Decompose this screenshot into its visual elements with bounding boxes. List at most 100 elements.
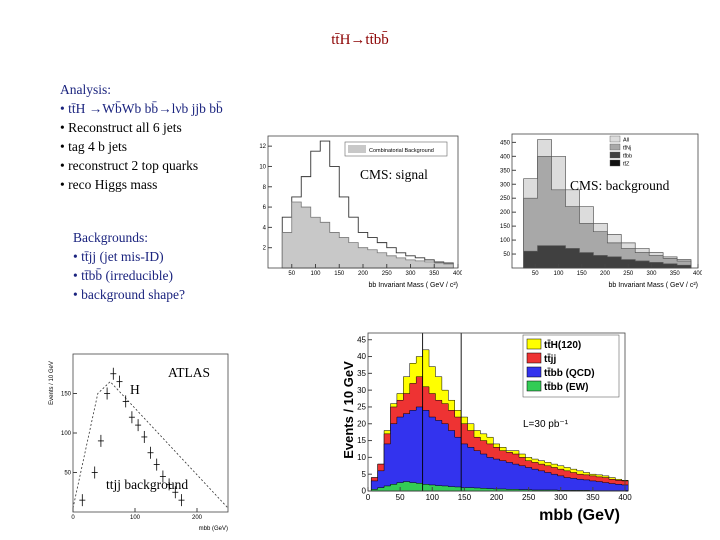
cms-signal-label: CMS: signal bbox=[360, 167, 428, 182]
analysis-item: • reconstruct 2 top quarks bbox=[60, 158, 199, 173]
legend-label: tt̄Z bbox=[623, 161, 630, 168]
x-tick-label: 200 bbox=[490, 493, 504, 502]
ttjj-background-label: ttjj background bbox=[106, 477, 189, 492]
y-tick-label: 150 bbox=[61, 392, 72, 398]
y-tick-label: 5 bbox=[362, 470, 367, 479]
x-tick-label: 100 bbox=[130, 515, 141, 521]
legend-swatch bbox=[609, 159, 621, 167]
atlas-ttjj-chart: 0 100 200 50 100 150 Events / 10 GeV mbb (GeV) bbox=[49, 353, 229, 532]
y-tick-label: 30 bbox=[357, 386, 366, 395]
legend-label: tt̄bb (EW) bbox=[544, 381, 588, 393]
backgrounds-item: • tt̄bb̄ (irreducible) bbox=[73, 268, 173, 283]
legend-label: tt̄bb bbox=[623, 153, 632, 160]
y-tick-label: 40 bbox=[357, 352, 366, 361]
cms-background-label: CMS: background bbox=[570, 178, 670, 193]
analysis-item: • reco Higgs mass bbox=[60, 177, 158, 192]
y-tick-label: 200 bbox=[500, 210, 511, 216]
x-tick-label: 50 bbox=[396, 493, 405, 502]
legend-swatch bbox=[526, 380, 542, 392]
x-tick-label: 200 bbox=[192, 515, 203, 521]
legend-label: tt̄Nj bbox=[623, 145, 631, 152]
luminosity-annotation: L=30 pb⁻¹ bbox=[523, 419, 569, 430]
y-tick-label: 50 bbox=[503, 252, 510, 258]
atlas-mbb-chart: 0 50 100 150 200 250 300 350 400 0 5 10 15 20 25 30 35 40… bbox=[341, 332, 632, 524]
legend-swatch bbox=[526, 338, 542, 350]
x-tick-label: 200 bbox=[600, 271, 611, 277]
x-tick-label: 400 bbox=[693, 271, 702, 277]
x-tick-label: 100 bbox=[426, 493, 440, 502]
analysis-block: Analysis: • tt̄H →Wb̄Wb bb̄→lνb jjb bb̄ … bbox=[60, 80, 223, 194]
x-tick-label: 350 bbox=[429, 271, 440, 277]
x-tick-label: 300 bbox=[405, 271, 416, 277]
y-tick-label: 10 bbox=[357, 453, 366, 462]
y-tick-label: 300 bbox=[500, 182, 511, 188]
cms-background-chart: 50 100 150 200 250 300 350 400 50 100 150 200 250 300… bbox=[500, 133, 702, 289]
higgs-label: H bbox=[130, 382, 140, 397]
y-tick-label: 4 bbox=[263, 225, 267, 231]
legend-label: tt̄H(120) bbox=[544, 339, 581, 351]
ttbb-qcd-area bbox=[370, 406, 629, 492]
x-tick-label: 0 bbox=[71, 515, 75, 521]
y-tick-label: 50 bbox=[64, 471, 71, 477]
y-tick-label: 15 bbox=[357, 436, 366, 445]
y-tick-label: 45 bbox=[357, 335, 366, 344]
fit-curve bbox=[72, 381, 229, 509]
y-tick-label: 6 bbox=[263, 205, 267, 211]
legend-swatch bbox=[609, 151, 621, 159]
x-tick-label: 350 bbox=[586, 493, 600, 502]
y-tick-label: 8 bbox=[263, 185, 267, 191]
y-tick-label: 20 bbox=[357, 419, 366, 428]
x-tick-label: 50 bbox=[288, 271, 295, 277]
x-tick-label: 0 bbox=[366, 493, 371, 502]
y-axis-label: Events / 10 GeV bbox=[341, 361, 356, 459]
y-tick-label: 2 bbox=[263, 246, 267, 252]
backgrounds-heading: Backgrounds: bbox=[73, 230, 148, 245]
y-tick-label: 400 bbox=[500, 154, 511, 160]
x-axis-label: mbb (GeV) bbox=[539, 507, 620, 524]
x-axis-label: bb Invariant Mass ( GeV / c²) bbox=[609, 282, 698, 289]
ttbb-ew-area bbox=[370, 481, 629, 492]
legend-swatch bbox=[526, 366, 542, 378]
analysis-heading: Analysis: bbox=[60, 82, 112, 97]
x-tick-label: 100 bbox=[310, 271, 321, 277]
x-tick-label: 250 bbox=[522, 493, 536, 502]
x-tick-label: 150 bbox=[458, 493, 472, 502]
legend-swatch bbox=[609, 135, 621, 143]
analysis-item: • Reconstruct all 6 jets bbox=[60, 120, 182, 135]
x-tick-label: 250 bbox=[623, 271, 634, 277]
x-tick-label: 50 bbox=[532, 271, 539, 277]
x-tick-label: 100 bbox=[553, 271, 564, 277]
analysis-item: • tt̄H →Wb̄Wb bb̄→lνb jjb bb̄ bbox=[60, 101, 223, 116]
slide-title: tt̄H→tt̄bb̄ bbox=[331, 32, 389, 48]
x-tick-label: 200 bbox=[358, 271, 369, 277]
backgrounds-item: • background shape? bbox=[73, 287, 185, 302]
y-tick-label: 450 bbox=[500, 140, 511, 146]
y-tick-label: 100 bbox=[500, 238, 511, 244]
y-tick-label: 35 bbox=[357, 369, 366, 378]
atlas-label: ATLAS bbox=[168, 365, 211, 380]
x-tick-label: 350 bbox=[670, 271, 681, 277]
y-tick-label: 100 bbox=[61, 431, 72, 437]
legend-label: Combinatorial Background bbox=[369, 148, 434, 154]
x-tick-label: 400 bbox=[453, 271, 462, 277]
bkg-ttnj-histogram bbox=[523, 155, 692, 269]
bkg-ttbb-histogram bbox=[523, 245, 692, 269]
x-tick-label: 150 bbox=[334, 271, 345, 277]
x-axis-label: mbb (GeV) bbox=[199, 526, 228, 532]
legend-box bbox=[344, 141, 448, 157]
legend-label: All bbox=[623, 138, 629, 144]
backgrounds-block: Backgrounds: • tt̄jj (jet mis-ID) • tt̄b… bbox=[73, 228, 185, 304]
x-tick-label: 400 bbox=[618, 493, 632, 502]
legend-label: tt̄bb (QCD) bbox=[544, 367, 595, 379]
legend-label: tt̄jj bbox=[544, 353, 556, 365]
cms-signal-chart: 50 100 150 200 250 300 350 400 2 4 6 8 10 12 Combinato… bbox=[259, 135, 462, 289]
legend-swatch bbox=[348, 145, 366, 153]
analysis-item: • tag 4 b jets bbox=[60, 139, 127, 154]
x-axis-label: bb Invariant Mass ( GeV / c²) bbox=[369, 282, 458, 289]
signal-combinatorial-histogram bbox=[281, 201, 454, 269]
y-tick-label: 350 bbox=[500, 168, 511, 174]
y-tick-label: 250 bbox=[500, 196, 511, 202]
y-tick-label: 150 bbox=[500, 224, 511, 230]
x-tick-label: 150 bbox=[577, 271, 588, 277]
x-tick-label: 250 bbox=[382, 271, 393, 277]
